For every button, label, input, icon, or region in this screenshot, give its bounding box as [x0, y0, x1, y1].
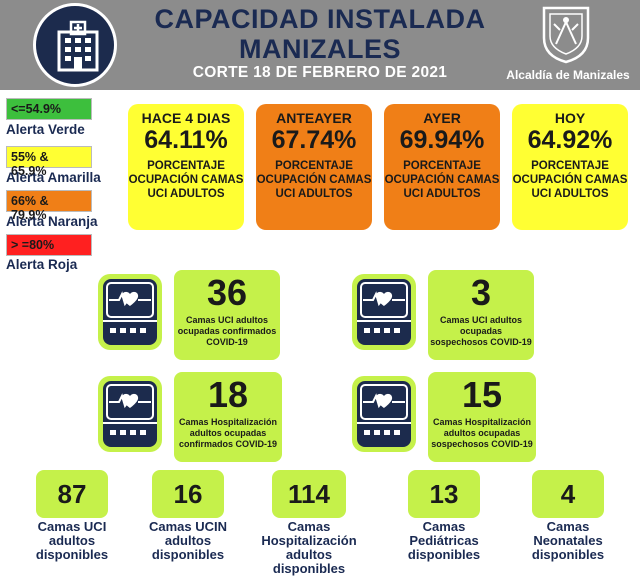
- page-title-line2: MANIZALES: [239, 34, 401, 64]
- date-subtitle: CORTE 18 DE FEBRERO DE 2021: [192, 64, 448, 81]
- card-desc: Camas UCI adultos ocupadas sospechosos C…: [430, 315, 532, 347]
- occupancy-label: ANTEAYER: [276, 110, 352, 126]
- city-crest-icon: [542, 6, 590, 64]
- occupancy-value: 67.74%: [271, 126, 357, 154]
- card-number: 15: [461, 374, 503, 415]
- occupancy-card-anteayer: ANTEAYER 67.74% PORCENTAJE OCUPACIÓN CAM…: [256, 104, 372, 230]
- uci-suspected-card: 3 Camas UCI adultos ocupadas sospechosos…: [428, 270, 534, 360]
- available-neo-box: 4: [532, 470, 604, 518]
- occupancy-value: 69.94%: [399, 126, 485, 154]
- occupancy-card-ayer: AYER 69.94% PORCENTAJE OCUPACIÓN CAMAS U…: [384, 104, 500, 230]
- available-hosp-label: Camas Hospitalización adultos disponible…: [261, 519, 357, 576]
- occupancy-label: AYER: [423, 110, 461, 126]
- available-number: 13: [429, 479, 459, 509]
- available-neo-label: Camas Neonatales disponibles: [531, 519, 605, 562]
- available-uci-label: Camas UCI adultos disponibles: [35, 519, 109, 562]
- hospital-building-icon: [33, 3, 117, 87]
- legend-green-range: <=54.9%: [6, 98, 92, 120]
- card-number: 3: [470, 272, 492, 313]
- header-banner: CAPACIDAD INSTALADA MANIZALES CORTE 18 D…: [0, 0, 640, 90]
- legend-red-label: Alerta Roja: [6, 257, 78, 272]
- available-uci-box: 87: [36, 470, 108, 518]
- card-desc: Camas Hospitalización adultos ocupadas s…: [431, 417, 533, 449]
- card-desc: Camas Hospitalización adultos ocupadas c…: [178, 417, 278, 449]
- legend-orange-range: 66% & 79.9%: [6, 190, 92, 222]
- occupancy-card-4-days-ago: HACE 4 DIAS 64.11% PORCENTAJE OCUPACIÓN …: [128, 104, 244, 230]
- heart-monitor-icon: [98, 274, 162, 350]
- card-desc: Camas UCI adultos ocupadas confirmados C…: [177, 315, 277, 347]
- occupancy-label: HOY: [554, 110, 586, 126]
- available-ped-box: 13: [408, 470, 480, 518]
- hosp-suspected-card: 15 Camas Hospitalización adultos ocupada…: [428, 372, 536, 462]
- legend-orange-label: Alerta Naranja: [6, 214, 98, 229]
- available-number: 87: [57, 479, 87, 509]
- uci-confirmed-card: 36 Camas UCI adultos ocupadas confirmado…: [174, 270, 280, 360]
- occupancy-value: 64.92%: [527, 126, 613, 154]
- available-number: 4: [560, 479, 576, 509]
- occupancy-desc: PORCENTAJE OCUPACIÓN CAMAS UCI ADULTOS: [128, 160, 244, 200]
- card-number: 18: [207, 374, 249, 415]
- available-ucin-box: 16: [152, 470, 224, 518]
- heart-monitor-icon: [352, 376, 416, 452]
- available-hosp-box: 114: [272, 470, 346, 518]
- legend-yellow-label: Alerta Amarilla: [6, 170, 101, 185]
- available-ped-label: Camas Pediátricas disponibles: [407, 519, 481, 562]
- occupancy-desc: PORCENTAJE OCUPACIÓN CAMAS UCI ADULTOS: [256, 160, 372, 200]
- heart-monitor-icon: [352, 274, 416, 350]
- heart-monitor-icon: [98, 376, 162, 452]
- occupancy-label: HACE 4 DIAS: [141, 110, 231, 126]
- legend-green-label: Alerta Verde: [6, 122, 85, 137]
- page-title-line1: CAPACIDAD INSTALADA: [154, 4, 486, 34]
- occupancy-desc: PORCENTAJE OCUPACIÓN CAMAS UCI ADULTOS: [512, 160, 628, 200]
- hosp-confirmed-card: 18 Camas Hospitalización adultos ocupada…: [174, 372, 282, 462]
- available-number: 114: [288, 479, 330, 509]
- occupancy-value: 64.11%: [144, 126, 228, 154]
- occupancy-desc: PORCENTAJE OCUPACIÓN CAMAS UCI ADULTOS: [384, 160, 500, 200]
- alcaldia-logo-text: Alcaldía de Manizales: [506, 68, 630, 82]
- card-number: 36: [206, 272, 248, 313]
- legend-red-range: > =80%: [6, 234, 92, 256]
- legend-yellow-range: 55% & 65.9%: [6, 146, 92, 178]
- occupancy-card-hoy: HOY 64.92% PORCENTAJE OCUPACIÓN CAMAS UC…: [512, 104, 628, 230]
- available-number: 16: [173, 479, 203, 509]
- available-ucin-label: Camas UCIN adultos disponibles: [148, 519, 228, 562]
